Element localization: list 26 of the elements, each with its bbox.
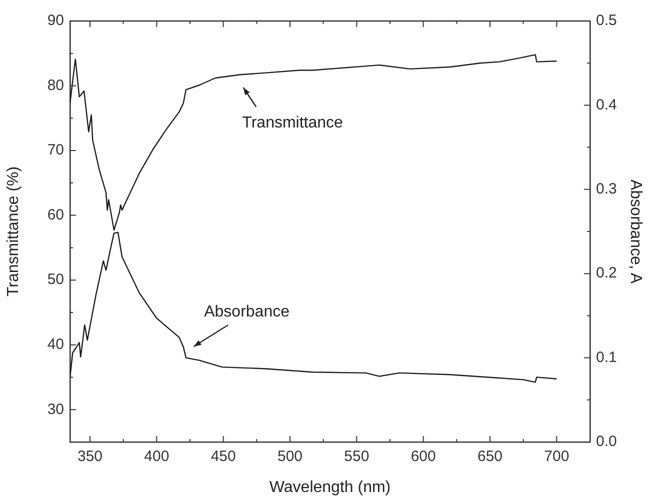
x-tick-label: 500 <box>277 448 303 466</box>
y-tick-label: 70 <box>47 142 64 159</box>
y-tick-label: 90 <box>47 12 64 30</box>
y-tick-label: 60 <box>47 206 64 224</box>
x-tick-label: 450 <box>210 448 236 466</box>
y2-tick-label: 0.2 <box>596 264 617 282</box>
y2-tick-label: 0.3 <box>596 180 617 198</box>
annotation: Absorbance <box>204 303 290 320</box>
x-tick-label: 400 <box>144 448 170 466</box>
y2-tick-label: 0.0 <box>596 433 617 450</box>
y-tick-label: 80 <box>47 76 64 94</box>
y2-tick-label: 0.4 <box>596 96 617 114</box>
y2-axis-title: Absorbance, A <box>626 179 644 284</box>
x-axis-title: Wavelength (nm) <box>269 478 391 496</box>
x-tick-label: 600 <box>410 448 436 466</box>
x-tick-label: 550 <box>344 448 370 466</box>
y-tick-label: 40 <box>47 336 64 353</box>
x-tick-label: 650 <box>477 448 503 466</box>
y-tick-label: 30 <box>47 400 64 418</box>
y2-tick-label: 0.5 <box>596 12 617 30</box>
y-axis-title: Transmittance (%) <box>5 166 22 297</box>
annotation: Transmittance <box>242 114 344 132</box>
y-tick-label: 50 <box>47 271 64 288</box>
x-tick-label: 350 <box>77 448 103 466</box>
y2-tick-label: 0.1 <box>596 348 617 366</box>
x-tick-label: 700 <box>544 448 570 466</box>
